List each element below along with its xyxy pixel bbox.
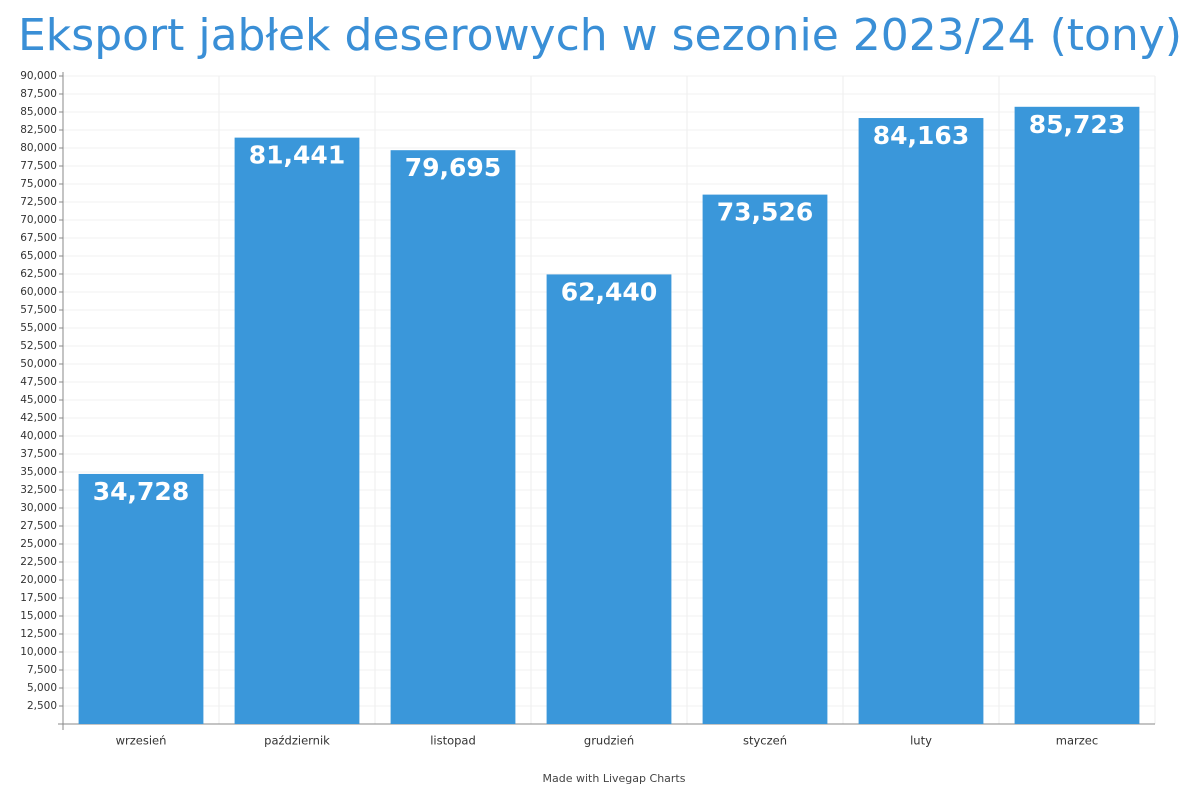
value-label: 79,695	[405, 153, 501, 182]
bar	[1014, 106, 1140, 724]
y-tick-label: 7,500	[27, 664, 57, 676]
y-tick-label: 47,500	[20, 376, 57, 388]
y-tick-label: 70,000	[20, 214, 57, 226]
y-tick-label: 75,000	[20, 178, 57, 190]
y-tick-label: 15,000	[20, 610, 57, 622]
bar	[234, 137, 360, 724]
y-tick-label: 85,000	[20, 106, 57, 118]
x-tick-label: luty	[910, 734, 932, 748]
x-tick-label: październik	[264, 734, 330, 748]
y-tick-label: 32,500	[20, 484, 57, 496]
x-tick-label: wrzesień	[116, 734, 167, 748]
y-tick-label: 65,000	[20, 250, 57, 262]
y-tick-label: 37,500	[20, 448, 57, 460]
y-tick-label: 27,500	[20, 520, 57, 532]
y-tick-label: 77,500	[20, 160, 57, 172]
bar	[78, 473, 204, 724]
y-tick-label: 90,000	[20, 70, 57, 82]
credit: Made with Livegap Charts	[543, 772, 686, 785]
value-label: 81,441	[249, 141, 345, 170]
y-tick-label: 10,000	[20, 646, 57, 658]
x-tick-label: listopad	[430, 734, 476, 748]
y-tick-label: 17,500	[20, 592, 57, 604]
y-tick-label: 57,500	[20, 304, 57, 316]
x-tick-label: grudzień	[584, 734, 634, 748]
y-tick-label: 12,500	[20, 628, 57, 640]
y-tick-label: 82,500	[20, 124, 57, 136]
y-tick-label: 45,000	[20, 394, 57, 406]
y-tick-label: 2,500	[27, 700, 57, 712]
y-tick-label: 5,000	[27, 682, 57, 694]
bar	[390, 150, 516, 725]
y-tick-label: 30,000	[20, 502, 57, 514]
value-label: 62,440	[561, 277, 657, 306]
bar	[702, 194, 828, 724]
y-tick-label: 25,000	[20, 538, 57, 550]
y-tick-label: 62,500	[20, 268, 57, 280]
x-tick-label: styczeń	[743, 734, 787, 748]
value-label: 34,728	[93, 477, 189, 506]
y-tick-label: 60,000	[20, 286, 57, 298]
y-tick-label: 22,500	[20, 556, 57, 568]
y-tick-label: 87,500	[20, 88, 57, 100]
y-tick-label: 42,500	[20, 412, 57, 424]
y-tick-label: 35,000	[20, 466, 57, 478]
y-tick-label: 72,500	[20, 196, 57, 208]
x-tick-label: marzec	[1056, 734, 1098, 748]
y-tick-label: 20,000	[20, 574, 57, 586]
value-label: 85,723	[1029, 110, 1125, 139]
y-tick-label: 50,000	[20, 358, 57, 370]
value-label: 84,163	[873, 121, 969, 150]
bar	[546, 274, 672, 724]
y-tick-label: 40,000	[20, 430, 57, 442]
y-tick-label: 52,500	[20, 340, 57, 352]
y-tick-label: 80,000	[20, 142, 57, 154]
y-tick-label: 67,500	[20, 232, 57, 244]
bar	[858, 118, 984, 725]
chart-title: Eksport jabłek deserowych w sezonie 2023…	[18, 10, 1182, 61]
value-label: 73,526	[717, 198, 813, 227]
y-tick-label: 55,000	[20, 322, 57, 334]
